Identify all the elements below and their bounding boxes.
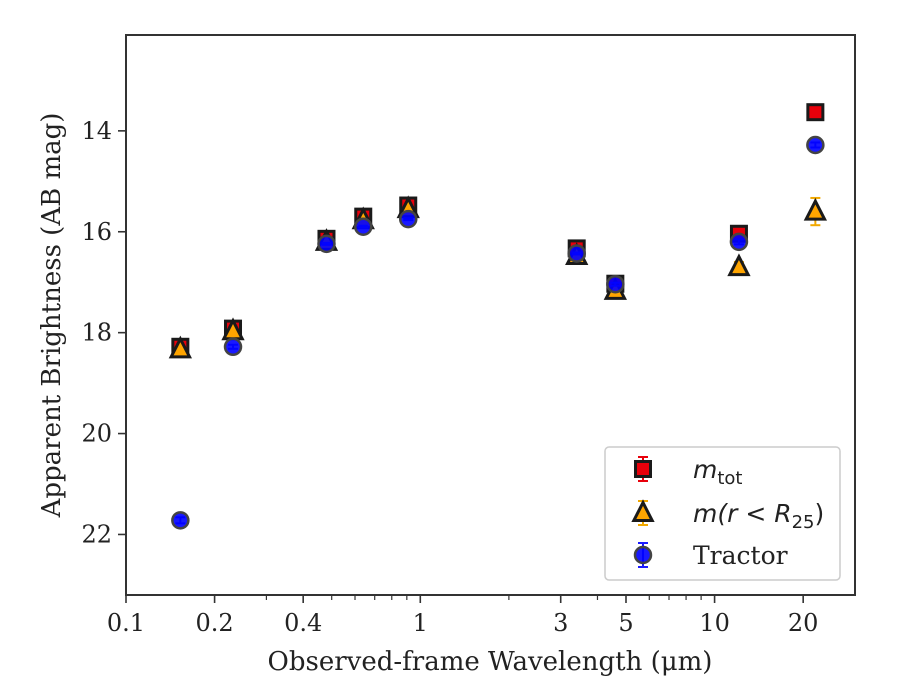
legend-label: Tractor <box>693 541 788 570</box>
y-tick-label: 16 <box>81 218 112 246</box>
data-point <box>806 135 825 155</box>
data-point <box>606 274 625 294</box>
y-tick-label: 18 <box>81 319 112 347</box>
data-point <box>806 103 825 122</box>
x-tick-label: 0.1 <box>107 609 145 637</box>
data-point <box>729 232 749 252</box>
x-tick-label: 5 <box>618 609 633 637</box>
series-square <box>171 103 825 356</box>
data-point <box>168 335 193 359</box>
x-axis-label: Observed-frame Wavelength (μm) <box>268 647 713 677</box>
x-tick-label: 20 <box>788 609 819 637</box>
y-tick-label: 20 <box>81 420 112 448</box>
legend: mtot m(r < R25) Tractor <box>604 446 841 581</box>
y-tick-label: 22 <box>81 520 112 548</box>
plot-frame <box>125 34 856 596</box>
series-triangle <box>168 195 828 359</box>
data-point <box>727 253 751 277</box>
x-tick-label: 1 <box>413 609 428 637</box>
legend-marker <box>631 499 655 523</box>
axes: 0.1 0.2 0.4 1 3 5 10 20 14 16 18 20 22 <box>81 34 856 637</box>
x-tick-label: 0.4 <box>284 609 322 637</box>
data-point <box>317 234 336 254</box>
x-tick-label: 0.2 <box>196 609 234 637</box>
y-tick-label: 14 <box>81 117 112 145</box>
legend-marker <box>633 545 653 565</box>
x-tick-label: 10 <box>699 609 730 637</box>
legend-box <box>604 446 841 581</box>
data-point <box>803 197 828 221</box>
y-axis-label: Apparent Brightness (AB mag) <box>37 113 67 519</box>
data-point <box>567 244 586 263</box>
data-point <box>223 337 243 357</box>
plot-area <box>168 103 828 530</box>
data-point <box>398 209 418 229</box>
series-circle <box>171 135 825 530</box>
legend-label: mtot <box>693 455 743 489</box>
legend-marker <box>634 460 652 478</box>
x-tick-label: 3 <box>553 609 568 637</box>
data-point <box>354 217 373 236</box>
data-point <box>171 511 190 530</box>
legend-label: m(r < R25) <box>693 499 824 533</box>
